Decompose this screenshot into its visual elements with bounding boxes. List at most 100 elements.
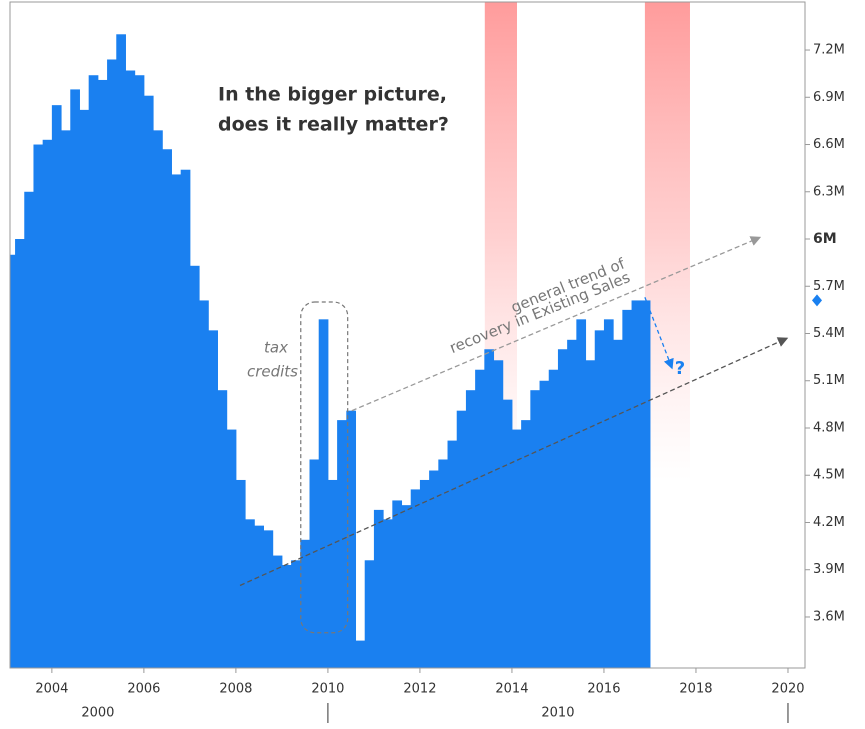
overlay xyxy=(239,236,789,634)
bar xyxy=(401,505,412,668)
bar xyxy=(557,349,568,668)
y-tick-label: 7.2M xyxy=(813,43,845,58)
bar xyxy=(300,539,311,668)
headline: In the bigger picture, xyxy=(218,84,447,106)
bar xyxy=(51,105,62,668)
bar xyxy=(511,429,522,668)
axes: 3.6M 3.9M 4.2M 4.5M 4.8M 5.1M 5.4M 5.7M 6M 6.3M 6.… xyxy=(35,43,845,723)
bar xyxy=(585,360,596,668)
y-tick-label: 4.8M xyxy=(813,420,845,435)
x-tick-label: 2010 xyxy=(311,682,344,697)
bar xyxy=(640,300,651,668)
bar xyxy=(199,300,209,668)
bar xyxy=(447,440,458,668)
shaded-regions xyxy=(484,2,690,668)
bar xyxy=(548,369,559,668)
x-tick-label: 2008 xyxy=(219,682,252,697)
bar xyxy=(613,339,623,668)
bar xyxy=(61,130,71,668)
bar xyxy=(79,109,90,668)
bar xyxy=(263,530,274,668)
highlight-box xyxy=(300,301,349,634)
bar xyxy=(346,410,357,668)
y-tick-label: 6.6M xyxy=(813,137,845,152)
bar xyxy=(530,390,541,668)
y-tick-label: 4.2M xyxy=(813,515,845,530)
x-tick-label: 2004 xyxy=(35,682,68,697)
shaded-region xyxy=(644,2,690,668)
last-value-marker xyxy=(812,294,822,307)
headline: does it really matter? xyxy=(218,114,449,136)
y-tick-label: 4.5M xyxy=(813,468,845,483)
bars xyxy=(10,34,651,668)
bar xyxy=(327,479,338,668)
bar xyxy=(116,34,126,668)
bar xyxy=(134,75,145,668)
y-tick-label: 5.1M xyxy=(813,373,845,388)
y-tick-label: 6M xyxy=(813,231,837,247)
bar xyxy=(521,420,531,668)
bar xyxy=(567,339,577,668)
bar xyxy=(502,399,513,668)
decade-label: 2000 xyxy=(81,706,114,721)
bar xyxy=(235,479,246,668)
bar xyxy=(217,390,228,668)
bar xyxy=(254,525,264,668)
bar xyxy=(373,509,384,668)
x-tick-label: 2020 xyxy=(771,682,804,697)
bar xyxy=(337,420,347,668)
bar xyxy=(189,265,200,668)
y-tick-label: 5.4M xyxy=(813,326,845,341)
bar xyxy=(603,319,614,668)
bar xyxy=(392,500,403,668)
bar xyxy=(272,555,283,668)
y-tick-label: 3.6M xyxy=(813,609,845,624)
bar xyxy=(484,349,495,668)
bar xyxy=(364,560,375,668)
bar xyxy=(162,149,172,668)
bar xyxy=(465,390,476,668)
bar xyxy=(208,330,218,668)
bar xyxy=(429,470,439,668)
trend-line xyxy=(239,337,789,587)
bar xyxy=(309,459,320,668)
bar xyxy=(143,95,154,668)
bar xyxy=(70,89,80,668)
bar xyxy=(456,410,467,668)
bar xyxy=(383,519,393,668)
bar xyxy=(153,130,163,668)
bar xyxy=(438,459,449,668)
annotation: ? xyxy=(675,358,685,379)
bar xyxy=(125,70,136,668)
plot-frame xyxy=(9,1,806,669)
y-tick-label: 6.9M xyxy=(813,90,845,105)
annotation: credits xyxy=(247,363,298,381)
bar xyxy=(594,330,605,668)
y-tick-label: 6.3M xyxy=(813,184,845,199)
bar xyxy=(226,429,237,668)
bar xyxy=(291,560,301,668)
x-tick-label: 2016 xyxy=(587,682,620,697)
decade-label: 2010 xyxy=(541,706,574,721)
bar xyxy=(539,380,550,668)
bar xyxy=(107,59,117,668)
bar xyxy=(97,79,108,668)
bar xyxy=(88,75,99,668)
bar xyxy=(24,191,34,668)
annotation: tax xyxy=(264,339,288,357)
bar xyxy=(318,319,329,668)
bar xyxy=(10,254,16,668)
bar xyxy=(622,309,633,668)
bar xyxy=(33,144,44,668)
x-tick-label: 2018 xyxy=(679,682,712,697)
x-tick-label: 2012 xyxy=(403,682,436,697)
projection-arrow xyxy=(644,297,674,370)
bar xyxy=(419,479,430,668)
bar xyxy=(245,519,255,668)
y-tick-label: 3.9M xyxy=(813,562,845,577)
bar xyxy=(15,239,25,668)
bar xyxy=(171,174,182,668)
y-tick-label: 5.7M xyxy=(813,279,845,294)
bar xyxy=(475,369,485,668)
